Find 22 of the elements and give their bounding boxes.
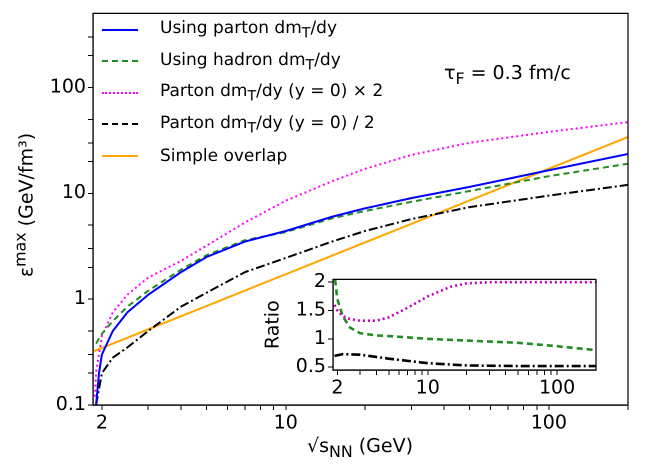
x-tick-label: 100 bbox=[538, 376, 576, 398]
x-tick-label: 10 bbox=[274, 411, 298, 434]
x-tick-label: 2 bbox=[331, 376, 344, 398]
y-tick-label: 100 bbox=[50, 75, 86, 98]
y-tick-label: 1 bbox=[74, 287, 86, 310]
y-tick-label: 1.5 bbox=[296, 298, 326, 320]
x-tick-label: 10 bbox=[416, 376, 440, 398]
y-tick-label: 1 bbox=[314, 326, 326, 349]
legend-label: Simple overlap bbox=[160, 146, 288, 166]
y-axis-title: Ratio bbox=[261, 300, 284, 350]
y-tick-label: 2 bbox=[314, 270, 326, 292]
legend-label: Parton dm$_{T}$/dy (y = 0) / 2 bbox=[160, 112, 375, 136]
y-tick-label: 10 bbox=[62, 181, 86, 204]
legend-label: Using hadron dm$_{T}$/dy bbox=[160, 50, 341, 73]
legend-label: Parton dm$_{T}$/dy (y = 0) × 2 bbox=[160, 81, 384, 104]
x-tick-label: 2 bbox=[96, 411, 108, 434]
legend-label: Using parton dm$_{T}$/dy bbox=[160, 18, 338, 42]
annotation: τ$_{F}$ = 0.3 fm/c bbox=[444, 62, 571, 88]
y-tick-label: 0.1 bbox=[56, 392, 86, 415]
x-tick-label: 100 bbox=[530, 411, 567, 434]
y-tick-label: 0.5 bbox=[296, 355, 326, 378]
x-axis-title: √s$_{NN}$ (GeV) bbox=[307, 435, 413, 461]
